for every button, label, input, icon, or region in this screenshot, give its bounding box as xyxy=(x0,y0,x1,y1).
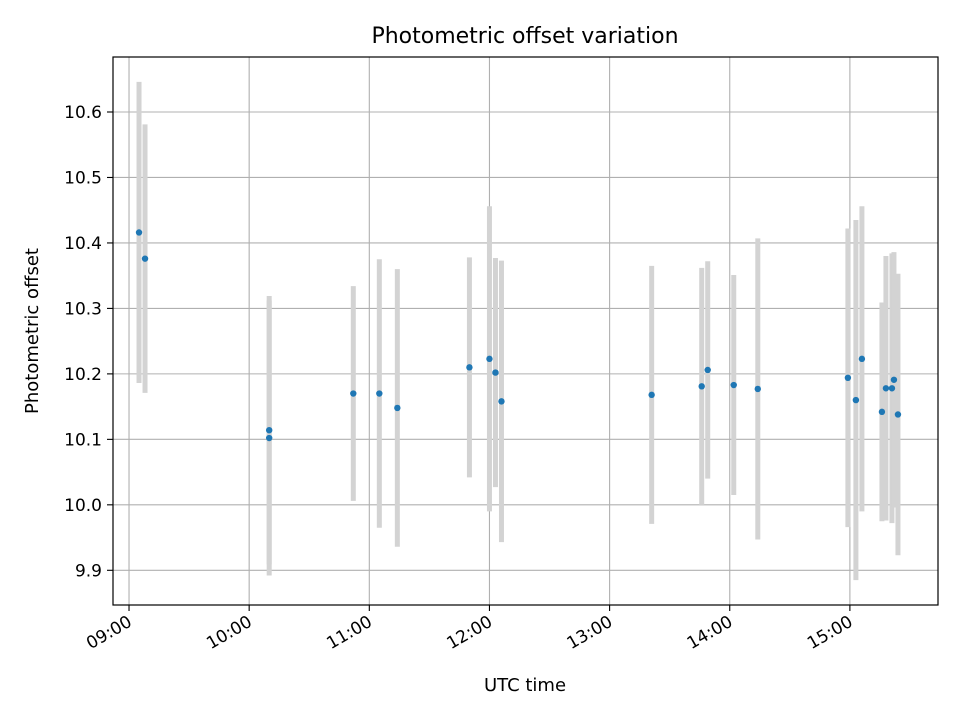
data-point xyxy=(376,390,383,397)
data-point xyxy=(858,355,866,363)
data-point xyxy=(730,381,737,389)
y-tick-label: 10.5 xyxy=(64,168,102,188)
data-point xyxy=(394,404,401,412)
data-point xyxy=(878,408,886,416)
data-point xyxy=(265,426,273,434)
data-point xyxy=(265,434,273,442)
data-point xyxy=(704,366,711,374)
data-point xyxy=(698,383,705,390)
data-points xyxy=(135,229,902,442)
y-axis-label: Photometric offset xyxy=(22,248,43,414)
data-point xyxy=(888,385,896,392)
data-point xyxy=(852,396,860,404)
data-point xyxy=(894,411,902,418)
data-point xyxy=(890,376,898,383)
chart-title: Photometric offset variation xyxy=(371,24,678,49)
x-axis-label: UTC time xyxy=(484,675,566,696)
data-point xyxy=(492,369,499,376)
plot-frame xyxy=(112,56,939,606)
data-point xyxy=(648,391,655,399)
data-point xyxy=(350,390,357,397)
y-tick-label: 10.3 xyxy=(64,299,102,319)
y-tick-label: 10.1 xyxy=(64,430,102,450)
data-point xyxy=(498,398,505,405)
data-point xyxy=(466,364,473,371)
data-point xyxy=(135,229,143,236)
data-point xyxy=(844,374,852,382)
data-point xyxy=(486,355,493,363)
y-tick-label: 10.4 xyxy=(64,234,102,254)
data-point xyxy=(882,385,890,392)
data-point xyxy=(141,255,149,262)
y-tick-label: 9.9 xyxy=(75,561,102,581)
y-tick-label: 10.0 xyxy=(64,496,102,516)
y-tick-label: 10.6 xyxy=(64,103,102,123)
data-point xyxy=(754,385,761,393)
y-tick-label: 10.2 xyxy=(64,365,102,385)
